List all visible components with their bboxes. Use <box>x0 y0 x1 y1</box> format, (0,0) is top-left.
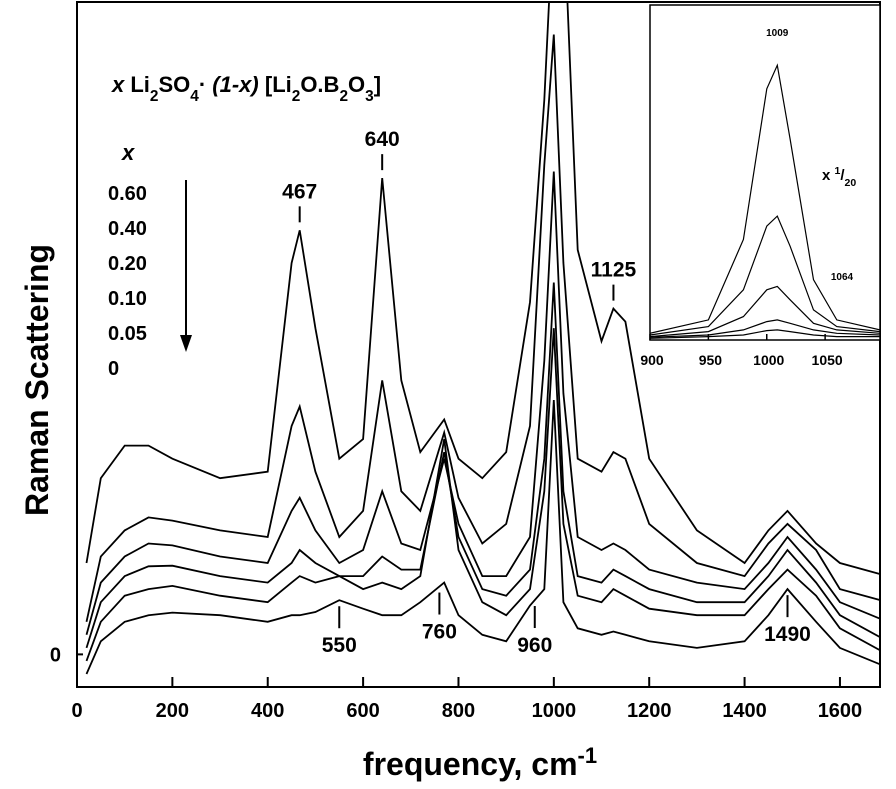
text-part: 4 <box>190 88 199 105</box>
peak-label: 550 <box>322 634 357 657</box>
peak-label: 960 <box>517 634 552 657</box>
x-tick-label: 400 <box>251 700 284 722</box>
text-part: · <box>199 72 212 97</box>
x-axis-label: frequency, cm-1 <box>363 743 597 783</box>
inset-x-tick-label: 950 <box>699 352 723 368</box>
legend-label: 0.05 <box>108 323 147 345</box>
legend-arrowhead <box>180 335 192 352</box>
spectrum-line <box>85 2 880 575</box>
text-part: 1 <box>835 165 841 177</box>
text-part: (1-x) <box>212 72 258 97</box>
text-part: -1 <box>578 743 598 768</box>
inset-frame <box>649 4 881 341</box>
x-tick-label: 1000 <box>532 700 577 722</box>
inset-series-group <box>650 63 880 339</box>
text-part: SO <box>158 72 190 97</box>
legend-title: x <box>121 140 135 165</box>
text-part: frequency, cm <box>363 746 578 782</box>
text-part: 2 <box>292 88 301 105</box>
x-tick-label: 600 <box>346 700 379 722</box>
x-tick-label: 1400 <box>722 700 767 722</box>
x-tick-label: 200 <box>156 700 189 722</box>
plot-frame <box>76 1 881 688</box>
text-part: 2 <box>339 88 348 105</box>
inset-annotation: 1009 <box>766 28 789 39</box>
text-part: / <box>840 167 845 184</box>
text-part: Li <box>124 72 150 97</box>
peak-label: 467 <box>282 180 317 203</box>
spectrum-line <box>85 328 880 662</box>
text-part: ] <box>374 72 381 97</box>
inset-annotation: 1064 <box>831 272 854 283</box>
peak-label: 1490 <box>764 623 811 646</box>
legend-label: 0.60 <box>108 183 147 205</box>
inset-line <box>650 319 880 338</box>
legend-label: 0 <box>108 358 119 380</box>
text-part: [Li <box>259 72 292 97</box>
spectrum-line <box>85 282 880 649</box>
inset-x-tick-label: 1050 <box>812 352 843 368</box>
text-part: O.B <box>300 72 339 97</box>
legend-label: 0.10 <box>108 288 147 310</box>
text-part: x <box>822 167 835 184</box>
text-part: 20 <box>845 177 857 189</box>
inset-line <box>650 63 880 334</box>
series-group <box>85 2 880 675</box>
spectrum-line <box>85 171 880 636</box>
spectrum-line <box>85 34 880 622</box>
inset-line <box>650 215 880 336</box>
spectrum-line <box>85 399 880 675</box>
x-tick-label: 0 <box>71 700 82 722</box>
peak-label: 760 <box>422 621 457 644</box>
y-axis-label: Raman Scattering <box>19 244 55 516</box>
y-tick-label: 0 <box>50 644 61 666</box>
inset-scale: x 1/20 <box>822 165 856 189</box>
text-part: 3 <box>365 88 374 105</box>
text-part: x <box>111 72 125 97</box>
legend-label: 0.40 <box>108 218 147 240</box>
inset-line <box>650 329 880 339</box>
x-tick-label: 1200 <box>627 700 672 722</box>
formula: x Li2SO4· (1-x) [Li2O.B2O3] <box>111 72 381 105</box>
x-tick-label: 1600 <box>818 700 863 722</box>
inset-x-tick-label: 900 <box>640 352 664 368</box>
peak-label: 640 <box>365 128 400 151</box>
inset-x-tick-label: 1000 <box>753 352 784 368</box>
text-part: 2 <box>150 88 159 105</box>
legend-label: 0.20 <box>108 253 147 275</box>
peak-label: 1125 <box>591 259 637 282</box>
inset-line <box>650 285 880 338</box>
text-part: O <box>348 72 365 97</box>
x-tick-label: 800 <box>442 700 475 722</box>
